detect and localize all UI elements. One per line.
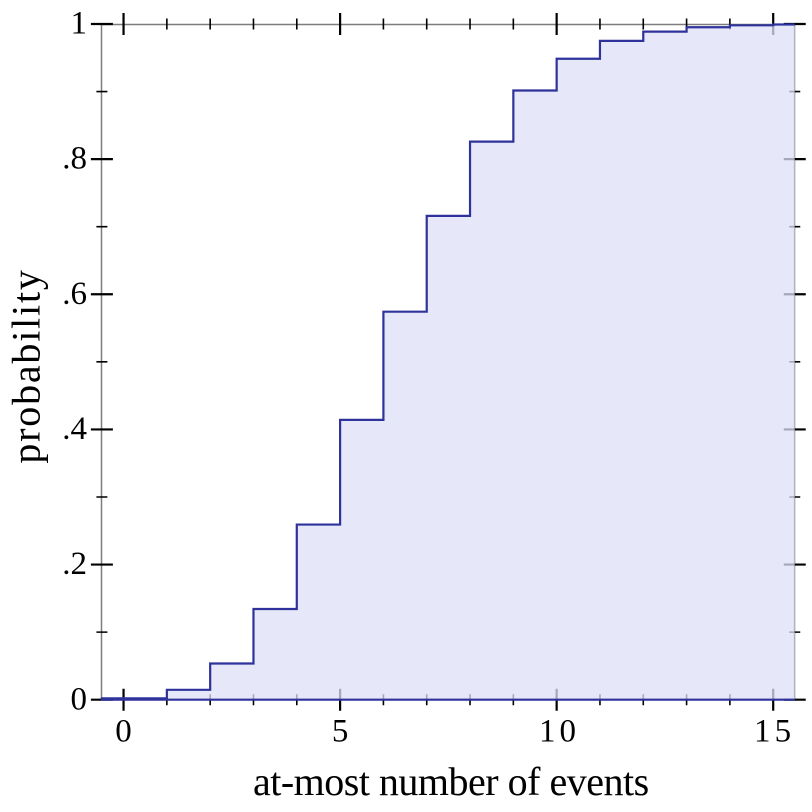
svg-text:5: 5 <box>332 714 349 750</box>
svg-text:.8: .8 <box>62 141 87 177</box>
svg-text:0: 0 <box>71 681 88 717</box>
svg-text:1: 1 <box>539 714 556 750</box>
svg-text:0: 0 <box>559 714 576 750</box>
svg-text:1: 1 <box>754 714 771 750</box>
svg-text:at-most number of events: at-most number of events <box>253 759 649 804</box>
svg-text:0: 0 <box>115 714 132 750</box>
svg-text:1: 1 <box>71 6 88 42</box>
svg-text:.2: .2 <box>62 546 87 582</box>
svg-text:5: 5 <box>775 714 792 750</box>
svg-text:probability: probability <box>4 268 49 463</box>
svg-text:.4: .4 <box>62 411 87 447</box>
svg-text:.6: .6 <box>62 276 87 312</box>
